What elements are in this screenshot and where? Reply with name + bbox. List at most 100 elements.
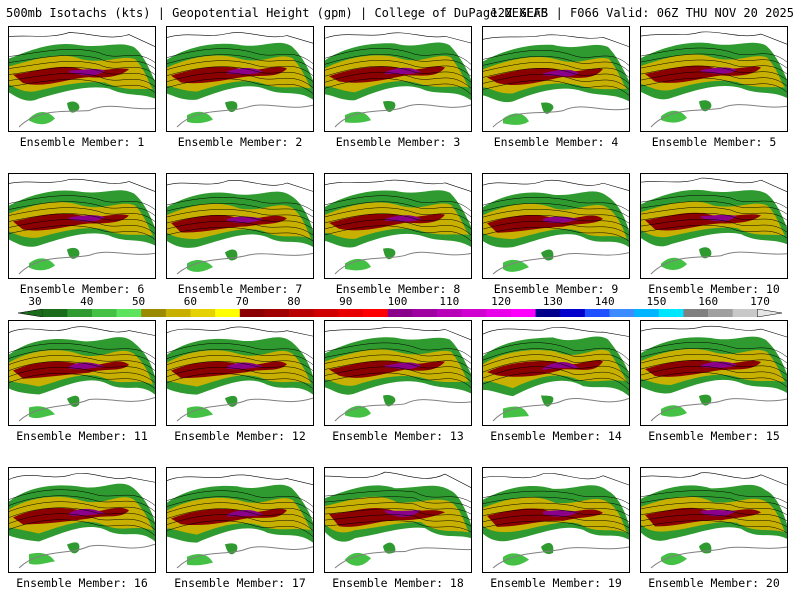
coastline <box>334 251 471 275</box>
height-contour <box>483 520 629 534</box>
height-contour <box>9 67 155 81</box>
colorbar-segment <box>436 309 462 317</box>
height-contour <box>641 347 787 364</box>
coastline <box>167 180 313 192</box>
colorbar-tick-label: 130 <box>542 295 563 308</box>
height-contour <box>641 65 787 81</box>
height-contour <box>641 200 787 215</box>
height-contour <box>167 490 313 507</box>
height-contour <box>9 61 155 75</box>
ensemble-member-label: Ensemble Member: 13 <box>332 429 464 443</box>
sub-jet-blob <box>661 405 687 417</box>
sub-jet-blob <box>661 257 687 270</box>
coastline <box>9 473 155 483</box>
height-contour <box>483 74 629 90</box>
colorbar-segment <box>313 309 339 317</box>
ensemble-map-panel <box>482 467 630 573</box>
colorbar-arrow-low <box>18 309 43 317</box>
header: 500mb Isotachs (kts) | Geopotential Heig… <box>0 4 800 22</box>
jet-max-110kt <box>543 510 579 517</box>
colorbar-segment <box>609 309 635 317</box>
ensemble-member-label: Ensemble Member: 11 <box>16 429 148 443</box>
height-contour <box>483 514 629 528</box>
colorbar-segment <box>116 309 142 317</box>
height-contour <box>483 68 629 84</box>
sub-jet-blob <box>345 111 371 123</box>
height-contour <box>325 60 471 77</box>
coastline <box>483 179 629 191</box>
coastline <box>492 252 629 275</box>
height-contour <box>9 349 155 365</box>
height-contour <box>483 50 629 66</box>
coastline <box>176 546 313 569</box>
height-contour <box>9 49 155 63</box>
colorbar-segment <box>289 309 315 317</box>
height-contour <box>9 513 155 530</box>
height-contour <box>483 502 629 516</box>
height-contour <box>167 514 313 531</box>
height-contour <box>167 502 313 519</box>
jet-max-110kt <box>227 509 263 517</box>
ensemble-member-label: Ensemble Member: 10 <box>648 282 780 296</box>
height-contour <box>167 367 313 383</box>
height-contour <box>641 514 787 528</box>
colorbar-segment <box>239 309 265 317</box>
height-contour <box>167 209 313 224</box>
sub-jet-blob <box>29 111 55 125</box>
height-contour <box>641 359 787 376</box>
height-contour <box>641 371 787 388</box>
height-contour <box>167 60 313 76</box>
height-contour <box>325 360 471 376</box>
height-contour <box>167 508 313 525</box>
height-contour <box>325 195 471 212</box>
colorbar-segment <box>363 309 388 317</box>
jet-max-110kt <box>385 67 421 75</box>
height-contour <box>641 490 787 504</box>
coastline <box>334 399 471 422</box>
sub-jet-blob <box>383 248 396 260</box>
height-contour <box>167 496 313 513</box>
height-contour <box>641 194 787 209</box>
colorbar-tick-label: 50 <box>131 295 146 308</box>
coastline <box>492 546 629 569</box>
height-contour <box>483 372 629 391</box>
ensemble-member-label: Ensemble Member: 2 <box>177 135 303 149</box>
height-contour <box>325 342 471 358</box>
height-contour <box>641 341 787 358</box>
height-contour <box>483 56 629 72</box>
ensemble-member-label: Ensemble Member: 17 <box>174 576 306 590</box>
height-contour <box>641 502 787 516</box>
coastline <box>483 34 629 47</box>
coastline <box>167 474 313 486</box>
height-contour <box>167 78 313 94</box>
jet-max-110kt <box>69 69 105 76</box>
height-contour <box>9 213 155 228</box>
coastline <box>641 325 787 338</box>
ensemble-map-panel <box>8 26 156 132</box>
height-contour <box>641 77 787 93</box>
colorbar-segment <box>461 309 487 317</box>
coastline <box>176 104 313 128</box>
ensemble-map-panel <box>166 173 314 279</box>
ensemble-member-label: Ensemble Member: 1 <box>19 135 145 149</box>
sub-jet-blob <box>67 247 80 259</box>
height-contour <box>483 490 629 504</box>
sub-jet-blob <box>29 406 55 419</box>
height-contour <box>9 355 155 371</box>
ensemble-member-label: Ensemble Member: 20 <box>648 576 780 590</box>
height-contour <box>325 66 471 83</box>
colorbar-segment <box>42 309 68 317</box>
colorbar-segment <box>658 309 684 317</box>
height-contour <box>167 72 313 88</box>
header-run-info: 12Z GEFS | F066 Valid: 06Z THU NOV 20 20… <box>490 6 794 20</box>
height-contour <box>483 348 629 367</box>
sub-jet-blob <box>541 102 554 114</box>
ensemble-member-label: Ensemble Member: 12 <box>174 429 306 443</box>
height-contour <box>325 213 471 230</box>
coastline <box>167 32 313 44</box>
ensemble-map-panel <box>8 173 156 279</box>
height-contour <box>483 496 629 510</box>
height-contour <box>641 71 787 87</box>
height-contour <box>641 365 787 382</box>
height-contour <box>483 354 629 373</box>
